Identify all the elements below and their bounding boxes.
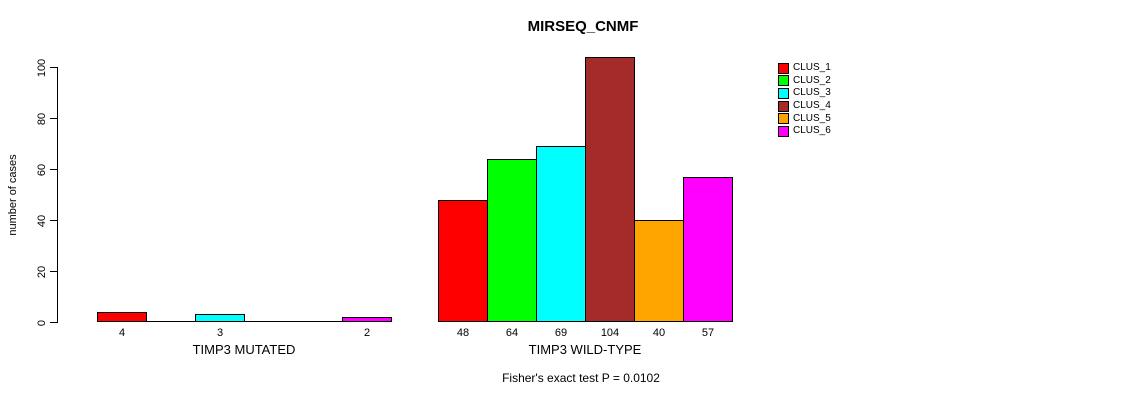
bar-timp3-wild-type-clus-1 (438, 200, 488, 322)
bar-timp3-mutated-clus-6 (342, 317, 392, 322)
bar-value-label-timp3-wild-type-clus-5: 40 (652, 327, 666, 339)
bar-timp3-wild-type-clus-4 (585, 57, 635, 322)
bar-timp3-wild-type-clus-5 (634, 220, 684, 322)
legend-label-clus_1: CLUS_1 (793, 62, 831, 74)
fisher-test-annotation: Fisher's exact test P = 0.0102 (502, 371, 660, 385)
chart-title: MIRSEQ_CNMF (527, 18, 639, 35)
bar-value-label-timp3-wild-type-clus-4: 104 (600, 327, 620, 339)
bar-value-label-timp3-wild-type-clus-6: 57 (701, 327, 715, 339)
legend-swatch-clus_3 (778, 87, 789, 99)
legend-swatch-clus_5 (778, 113, 789, 125)
bar-value-label-timp3-wild-type-clus-1: 48 (456, 327, 470, 339)
x-category-label-1: TIMP3 WILD-TYPE (528, 342, 642, 357)
bar-value-label-timp3-mutated-clus-6: 2 (363, 327, 371, 339)
bar-timp3-wild-type-clus-2 (487, 159, 537, 322)
bar-value-label-timp3-wild-type-clus-3: 69 (554, 327, 568, 339)
bar-value-label-timp3-mutated-clus-3: 3 (216, 327, 224, 339)
y-tick (50, 271, 57, 272)
legend-item-clus_5: CLUS_5 (778, 112, 831, 125)
y-tick-label: 100 (36, 58, 48, 77)
legend-item-clus_6: CLUS_6 (778, 125, 831, 138)
y-tick (50, 322, 57, 323)
bar-timp3-mutated-clus-3 (195, 314, 245, 322)
legend-swatch-clus_1 (778, 62, 789, 74)
bar-timp3-mutated-clus-5-zero (293, 320, 343, 322)
legend-item-clus_4: CLUS_4 (778, 100, 831, 113)
bar-value-label-timp3-wild-type-clus-2: 64 (505, 327, 519, 339)
y-axis-line (57, 67, 58, 323)
bar-timp3-wild-type-clus-6 (683, 177, 733, 322)
y-tick-label: 80 (36, 112, 48, 125)
legend-swatch-clus_2 (778, 75, 789, 87)
bar-value-label-timp3-mutated-clus-1: 4 (118, 327, 126, 339)
legend-item-clus_1: CLUS_1 (778, 62, 831, 75)
legend-swatch-clus_6 (778, 125, 789, 137)
y-tick (50, 67, 57, 68)
bar-timp3-wild-type-clus-3 (536, 146, 586, 322)
y-tick-label: 20 (36, 265, 48, 278)
legend-label-clus_5: CLUS_5 (793, 112, 831, 124)
legend-label-clus_4: CLUS_4 (793, 100, 831, 112)
x-category-label-0: TIMP3 MUTATED (192, 342, 296, 357)
bar-timp3-mutated-clus-4-zero (244, 320, 294, 322)
legend-item-clus_3: CLUS_3 (778, 87, 831, 100)
y-tick-label: 40 (36, 214, 48, 227)
legend-label-clus_2: CLUS_2 (793, 74, 831, 86)
legend-swatch-clus_4 (778, 100, 789, 112)
y-tick-label: 60 (36, 163, 48, 176)
y-tick-label: 0 (36, 319, 48, 326)
legend-label-clus_3: CLUS_3 (793, 87, 831, 99)
y-tick (50, 118, 57, 119)
y-tick (50, 169, 57, 170)
bar-timp3-mutated-clus-1 (97, 312, 147, 322)
legend-label-clus_6: CLUS_6 (793, 125, 831, 137)
legend: CLUS_1 CLUS_2 CLUS_3 CLUS_4 CLUS_5 CLUS_6 (778, 62, 831, 138)
y-tick (50, 220, 57, 221)
y-axis-title: number of cases (7, 154, 19, 236)
legend-item-clus_2: CLUS_2 (778, 75, 831, 88)
bar-timp3-mutated-clus-2-zero (146, 320, 196, 322)
